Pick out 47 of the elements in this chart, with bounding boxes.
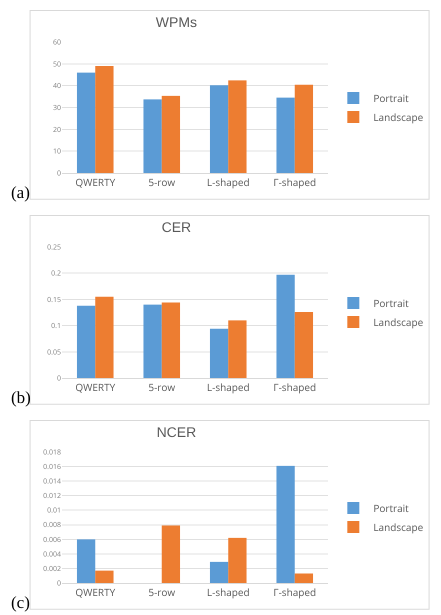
x-tick-label: Γ-shaped — [273, 380, 316, 394]
x-tick-label: L-shaped — [206, 585, 250, 599]
chart-title: NCER — [156, 424, 196, 440]
text: (b) — [11, 388, 31, 407]
x-tick-label: L-shaped — [206, 175, 250, 189]
x-tick-label: Γ-shaped — [273, 175, 316, 189]
bar — [95, 66, 114, 173]
bar — [276, 466, 295, 583]
chart-title: CER — [162, 218, 192, 235]
legend-label: Landscape — [373, 520, 424, 534]
bar — [228, 80, 247, 173]
bar — [276, 98, 295, 173]
x-tick-label: 5-row — [148, 380, 176, 394]
x-tick-label: L-shaped — [206, 380, 250, 394]
bar — [210, 562, 228, 583]
bar — [76, 539, 96, 583]
bar — [162, 96, 180, 173]
bar — [143, 304, 162, 378]
text: (a) — [11, 183, 30, 202]
bar — [276, 274, 295, 378]
x-tick-label: Γ-shaped — [273, 585, 316, 599]
bar — [228, 320, 247, 378]
bar — [162, 302, 180, 378]
legend-label: Portrait — [373, 90, 410, 105]
bar — [95, 570, 114, 583]
bar — [228, 538, 247, 583]
legend-label: Portrait — [373, 500, 410, 515]
bar — [162, 526, 180, 583]
x-tick-label: 5-row — [148, 585, 176, 599]
bar — [76, 306, 96, 378]
legend-label: Landscape — [373, 110, 424, 124]
x-tick-label: QWERTY — [75, 585, 116, 599]
bar — [294, 312, 314, 378]
chart-title: WPMs — [156, 14, 198, 30]
legend-label: Landscape — [373, 314, 424, 329]
bar — [294, 574, 314, 583]
legend-label: Portrait — [373, 296, 410, 310]
x-tick-label: QWERTY — [75, 380, 116, 394]
bar — [294, 84, 314, 173]
bar — [95, 296, 114, 378]
bar — [76, 72, 96, 173]
text: (c) — [11, 593, 30, 612]
x-tick-label: QWERTY — [75, 175, 116, 189]
x-tick-label: 5-row — [148, 175, 176, 189]
bar — [210, 85, 228, 173]
bar — [143, 99, 162, 173]
bar — [210, 328, 228, 378]
